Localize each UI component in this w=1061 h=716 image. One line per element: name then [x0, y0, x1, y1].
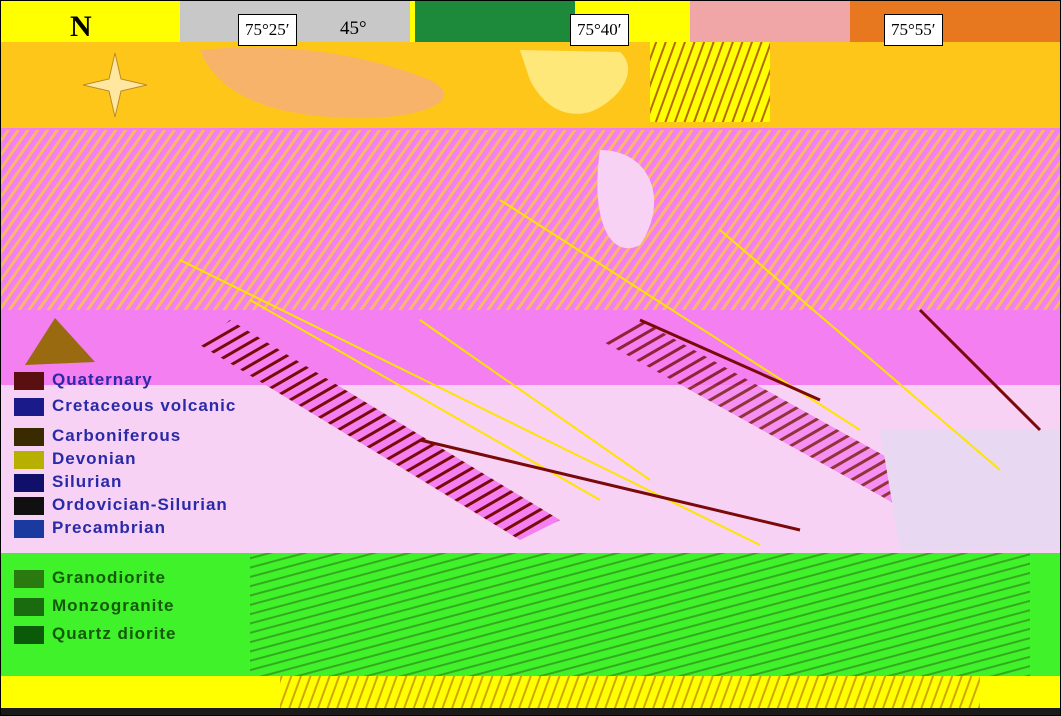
legend-label-7: Precambrian — [52, 518, 166, 537]
legend-swatch-2 — [14, 398, 44, 416]
pale-yellow-blob — [520, 50, 629, 114]
top-orange-unit — [850, 0, 1061, 45]
legend-label-2: Cretaceous volcanic — [52, 396, 237, 415]
legend-swatch-5 — [14, 474, 44, 492]
coord-label-2: 75°40′ — [570, 14, 629, 46]
lightpink-wedge — [880, 430, 1061, 550]
legend-swatch-7 — [14, 520, 44, 538]
bottom-black — [0, 708, 1061, 716]
green-legend-label-3: Quartz diorite — [52, 624, 177, 643]
legend-label-6: Ordovician-Silurian — [52, 495, 228, 514]
legend-swatch-3 — [14, 428, 44, 446]
green-legend-label-2: Monzogranite — [52, 596, 175, 615]
light-orange-area — [200, 47, 445, 119]
legend-swatch-4 — [14, 451, 44, 469]
green-legend-swatch-3 — [14, 626, 44, 644]
red-faults — [419, 308, 1042, 532]
coord-label-3: 75°55′ — [884, 14, 943, 46]
brown-triangle-unit — [25, 318, 95, 365]
green-legend-swatch-2 — [14, 598, 44, 616]
green-legend-label-1: Granodiorite — [52, 568, 167, 587]
angle-label: 45° — [340, 18, 367, 39]
legend-label-5: Silurian — [52, 472, 123, 491]
legend-label-4: Devonian — [52, 449, 137, 468]
fault-belt — [200, 320, 560, 540]
legend-label-1: Quaternary — [52, 370, 153, 389]
north-label: N — [70, 10, 92, 43]
coord-label-1: 75°25′ — [238, 14, 297, 46]
green-legend-swatch-1 — [14, 570, 44, 588]
top-pink-unit — [690, 0, 850, 45]
green-stripe-zone — [250, 553, 1030, 678]
legend-swatch-1 — [14, 372, 44, 390]
compass-star-icon — [82, 52, 148, 118]
top-green-unit — [415, 0, 575, 45]
orange-stripe-unit — [650, 42, 770, 122]
legend-label-3: Carboniferous — [52, 426, 182, 445]
legend-swatch-6 — [14, 497, 44, 515]
lightpink-blob — [597, 150, 655, 249]
